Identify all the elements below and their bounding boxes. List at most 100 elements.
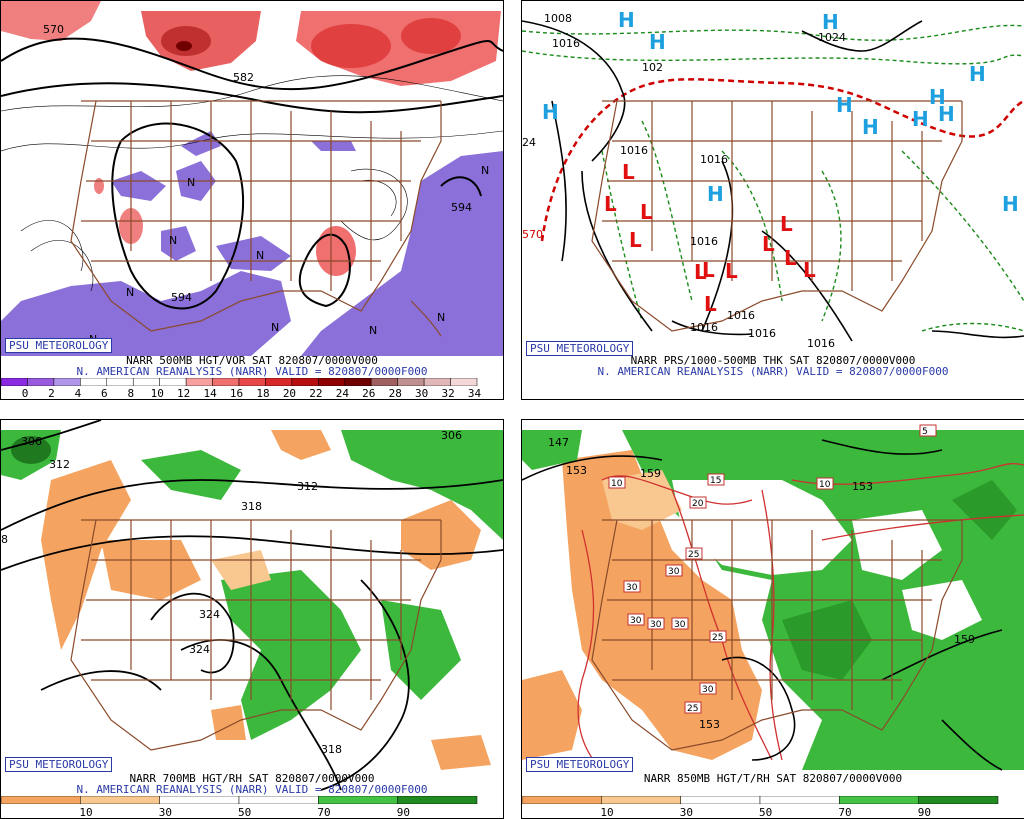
contour-label: 594 xyxy=(171,291,192,304)
high-pressure-symbol: H xyxy=(707,182,724,206)
contour-label: 318 xyxy=(321,743,342,756)
high-pressure-symbol: H xyxy=(618,8,635,32)
colorbar-swatch xyxy=(212,378,240,386)
colorbar-tick-label: 2 xyxy=(48,387,55,400)
high-pressure-symbol: H xyxy=(938,102,955,126)
panel-subtitle: N. AMERICAN REANALYSIS (NARR) VALID = 82… xyxy=(76,783,428,796)
temperature-label: 30 xyxy=(627,613,645,626)
colorbar-swatch xyxy=(185,378,213,386)
contour-label: 147 xyxy=(548,436,569,449)
panel-850mb: 153 159 153 159 153 147 5 10 15 10 20 25 30 30 3… xyxy=(521,419,1024,819)
colorbar-tick-label: 70 xyxy=(317,806,331,819)
contour-label: 306 xyxy=(441,429,462,442)
colorbar-tick-label: 34 xyxy=(467,387,482,400)
colorbar-swatch xyxy=(80,796,160,804)
low-pressure-symbol: L xyxy=(803,258,816,282)
colorbar-swatch xyxy=(839,796,919,804)
colorbar-tick-label: 10 xyxy=(79,806,93,819)
temperature-label: 25 xyxy=(685,547,703,560)
map-700mb: 306 312 312 318 324 324 318 306 8 xyxy=(1,420,503,791)
colorbar-swatch xyxy=(450,378,478,386)
colorbar-swatch xyxy=(238,378,266,386)
contour-label: 8 xyxy=(1,533,8,546)
contour-label: 312 xyxy=(49,458,70,471)
high-pressure-symbol: H xyxy=(1002,192,1019,216)
colorbar-tick-label: 26 xyxy=(362,387,376,400)
colorbar-700mb xyxy=(1,796,478,804)
svg-text:30: 30 xyxy=(650,620,662,630)
colorbar-swatch xyxy=(27,378,55,386)
colorbar-swatch xyxy=(53,378,81,386)
map-500mb: NNN NNN NNN 570 582 594 594 xyxy=(1,1,503,356)
isobar-label: 1016 xyxy=(690,321,718,334)
colorbar-tick-label: 16 xyxy=(229,387,244,400)
contour-label: 153 xyxy=(566,464,587,477)
low-pressure-symbol: L xyxy=(704,292,717,316)
colorbar-tick-label: 10 xyxy=(600,806,614,819)
low-pressure-symbol: L xyxy=(629,228,642,252)
isobar-label: 1008 xyxy=(544,12,572,25)
colorbar-labels: 0 2 4 6 8 10 12 14 16 18 20 22 24 26 28 30 32 34 xyxy=(1,387,503,399)
low-pressure-symbol: L xyxy=(784,246,797,270)
temperature-label: 30 xyxy=(665,564,683,577)
map-850mb: 153 159 153 159 153 147 5 10 15 10 20 25 30 30 3… xyxy=(522,424,1024,771)
colorbar-swatch xyxy=(759,796,840,804)
colorbar-swatch xyxy=(1,378,28,386)
svg-text:30: 30 xyxy=(674,620,686,630)
temperature-label: 30 xyxy=(647,617,665,630)
contour-label: 318 xyxy=(241,500,262,513)
contour-label: 153 xyxy=(852,480,873,493)
contour-label: 306 xyxy=(21,435,42,448)
colorbar-swatch xyxy=(106,378,134,386)
colorbar-tick-label: 24 xyxy=(335,387,349,400)
low-pressure-symbol: L xyxy=(640,200,653,224)
temperature-label: 10 xyxy=(816,477,834,490)
colorbar-tick-label: 28 xyxy=(388,387,402,400)
colorbar-swatch xyxy=(159,378,187,386)
colorbar-swatch xyxy=(1,796,81,804)
isobar-label: 1016 xyxy=(807,337,835,350)
colorbar-tick-label: 50 xyxy=(759,806,773,819)
panel-title: NARR 500MB HGT/VOR SAT 820807/0000V000 xyxy=(126,354,378,367)
temperature-label: 20 xyxy=(689,496,707,509)
high-pressure-symbol: H xyxy=(822,10,839,34)
colorbar-tick-label: 30 xyxy=(158,806,172,819)
panel-title: NARR 700MB HGT/RH SAT 820807/0000V000 xyxy=(129,772,375,785)
svg-text:25: 25 xyxy=(688,550,699,560)
low-pressure-symbol: L xyxy=(694,260,707,284)
panel-subtitle: N. AMERICAN REANALYSIS (NARR) VALID = 82… xyxy=(597,365,949,378)
svg-text:N: N xyxy=(369,324,377,337)
colorbar-tick-label: 0 xyxy=(21,387,29,400)
low-pressure-symbol: L xyxy=(604,192,617,216)
contour-label: 159 xyxy=(954,633,975,646)
svg-text:N: N xyxy=(256,249,264,262)
colorbar-swatch xyxy=(680,796,761,804)
colorbar-swatch xyxy=(423,378,451,386)
svg-text:N: N xyxy=(126,286,134,299)
colorbar-tick-label: 22 xyxy=(309,387,323,400)
svg-text:25: 25 xyxy=(687,704,698,714)
colorbar-tick-label: 6 xyxy=(101,387,108,400)
svg-text:15: 15 xyxy=(710,476,721,486)
contour-label: 594 xyxy=(451,201,472,214)
temperature-label: 30 xyxy=(699,682,717,695)
svg-text:25: 25 xyxy=(712,633,723,643)
colorbar-tick-label: 10 xyxy=(150,387,164,400)
colorbar-swatch xyxy=(318,796,398,804)
colorbar-swatch xyxy=(318,378,346,386)
colorbar-swatch xyxy=(918,796,999,804)
colorbar-tick-label: 18 xyxy=(256,387,270,400)
colorbar-labels: 10 30 50 70 90 xyxy=(1,806,503,818)
high-pressure-symbol: H xyxy=(912,107,929,131)
svg-text:20: 20 xyxy=(692,499,704,509)
colorbar-labels: 10 30 50 70 90 xyxy=(522,806,1024,818)
colorbar-swatch xyxy=(344,378,372,386)
svg-text:30: 30 xyxy=(630,616,642,626)
colorbar-swatch xyxy=(522,796,602,804)
svg-text:30: 30 xyxy=(626,583,638,593)
thickness-label: 570 xyxy=(522,228,543,241)
panel-title: NARR PRS/1000-500MB THK SAT 820807/0000V… xyxy=(630,354,916,367)
colorbar-tick-label: 14 xyxy=(203,387,217,400)
